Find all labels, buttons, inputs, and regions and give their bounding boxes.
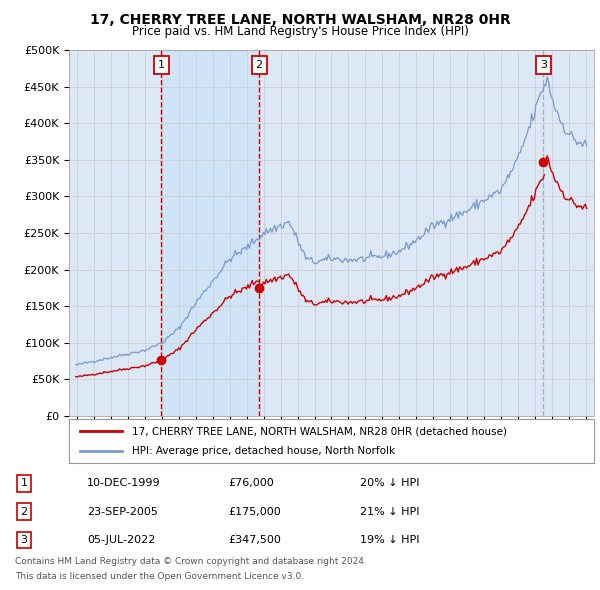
Text: 17, CHERRY TREE LANE, NORTH WALSHAM, NR28 0HR: 17, CHERRY TREE LANE, NORTH WALSHAM, NR2…	[89, 13, 511, 27]
Bar	[161, 50, 259, 416]
Text: 2: 2	[256, 60, 263, 70]
Text: 23-SEP-2005: 23-SEP-2005	[87, 507, 158, 516]
Text: 19% ↓ HPI: 19% ↓ HPI	[360, 535, 419, 545]
Text: 17, CHERRY TREE LANE, NORTH WALSHAM, NR28 0HR (detached house): 17, CHERRY TREE LANE, NORTH WALSHAM, NR2…	[132, 427, 507, 436]
Text: 1: 1	[158, 60, 164, 70]
Text: Price paid vs. HM Land Registry's House Price Index (HPI): Price paid vs. HM Land Registry's House …	[131, 25, 469, 38]
Text: 3: 3	[540, 60, 547, 70]
Text: Contains HM Land Registry data © Crown copyright and database right 2024.: Contains HM Land Registry data © Crown c…	[15, 557, 367, 566]
Text: 05-JUL-2022: 05-JUL-2022	[87, 535, 155, 545]
Text: £76,000: £76,000	[228, 478, 274, 488]
Text: £175,000: £175,000	[228, 507, 281, 516]
Text: 10-DEC-1999: 10-DEC-1999	[87, 478, 161, 488]
Text: £347,500: £347,500	[228, 535, 281, 545]
Text: 3: 3	[20, 535, 28, 545]
Text: 2: 2	[20, 507, 28, 516]
Text: 1: 1	[20, 478, 28, 488]
Text: 20% ↓ HPI: 20% ↓ HPI	[360, 478, 419, 488]
Text: HPI: Average price, detached house, North Norfolk: HPI: Average price, detached house, Nort…	[132, 446, 395, 455]
Text: This data is licensed under the Open Government Licence v3.0.: This data is licensed under the Open Gov…	[15, 572, 304, 581]
Text: 21% ↓ HPI: 21% ↓ HPI	[360, 507, 419, 516]
